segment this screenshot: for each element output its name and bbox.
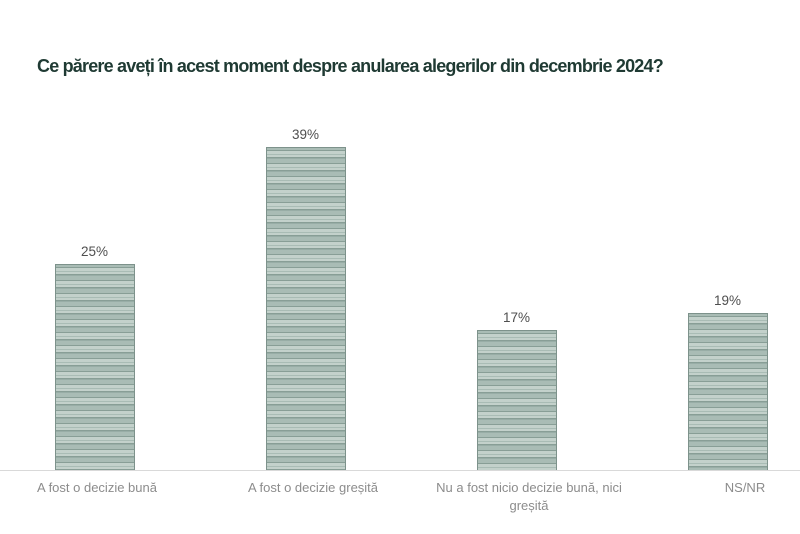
bar — [54, 263, 135, 471]
value-label: 17% — [502, 309, 531, 325]
bar-column: 39% — [200, 127, 411, 471]
value-label: 19% — [713, 293, 742, 309]
bar — [476, 329, 557, 471]
plot-area: 25% 39% 17% 19% — [0, 100, 800, 471]
category-label: A fost o decizie bună — [37, 480, 157, 495]
category-label: NS/NR — [724, 480, 766, 495]
x-axis-line — [0, 470, 800, 471]
bar-column: 25% — [0, 243, 200, 471]
bar — [687, 313, 768, 471]
bar-column: 19% — [622, 293, 800, 471]
bar-column: 17% — [411, 310, 622, 471]
bar — [265, 147, 346, 471]
category-label: Nu a fost nicio decizie bună, nici greși… — [436, 480, 622, 513]
value-label: 25% — [80, 243, 109, 259]
category-label: A fost o decizie greșită — [247, 480, 379, 495]
value-label: 39% — [291, 127, 320, 143]
category-axis: A fost o decizie bună A fost o decizie gr… — [0, 479, 800, 514]
chart-title: Ce părere aveți în acest moment despre a… — [37, 56, 664, 76]
